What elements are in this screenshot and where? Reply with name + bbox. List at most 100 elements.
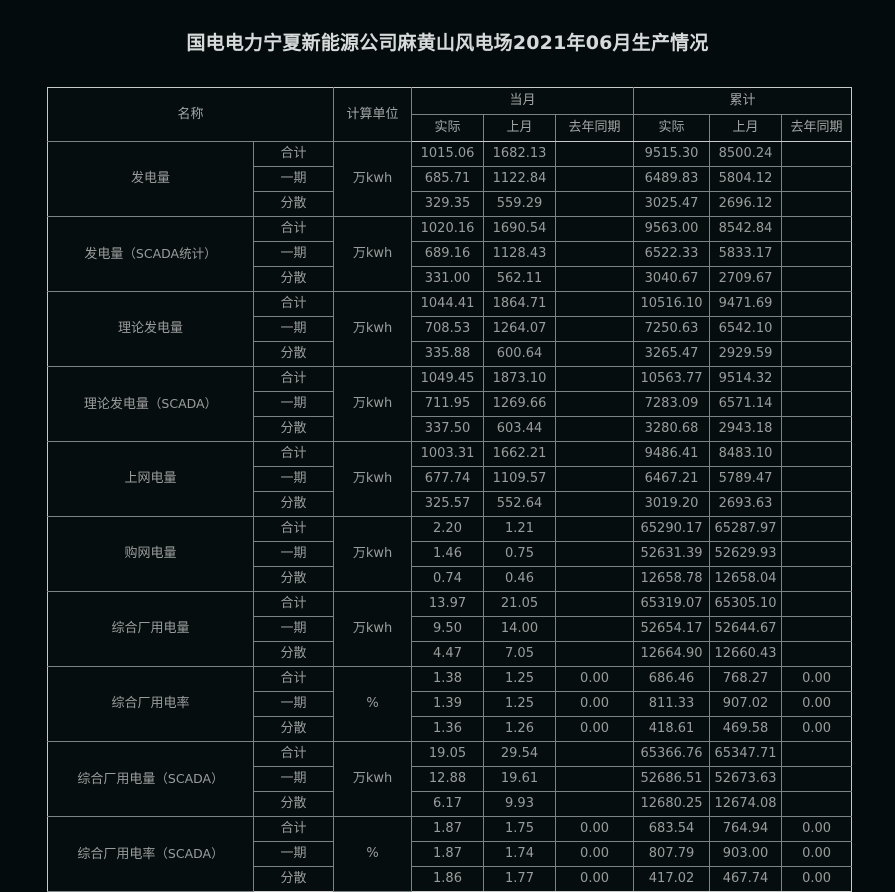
cell-month-lastyear bbox=[555, 466, 635, 492]
cell-cum-actual: 65290.17 bbox=[633, 516, 711, 542]
header-month-lastyear: 去年同期 bbox=[555, 114, 635, 142]
cell-month-actual: 1.87 bbox=[411, 841, 485, 867]
cell-cum-actual: 3040.67 bbox=[633, 266, 711, 292]
table-header: 名称 计算单位 当月 累计 实际 上月 去年同期 实际 上月 去年同期 bbox=[46, 87, 853, 142]
cell-month-lastyear bbox=[555, 166, 635, 192]
cell-cum-lastyear bbox=[781, 491, 853, 517]
cell-cum-lastyear bbox=[781, 166, 853, 192]
cell-month-prev: 1.77 bbox=[483, 866, 557, 892]
table-row: 理论发电量（SCADA） 合计 万kwh 1049.45 1873.10 10563.77… bbox=[47, 366, 853, 442]
cell-month-prev: 559.29 bbox=[483, 191, 557, 217]
row-group-unit: % bbox=[333, 666, 413, 742]
cell-cum-lastyear: 0.00 bbox=[781, 816, 853, 842]
cell-month-lastyear bbox=[555, 591, 635, 617]
row-sub-label: 一期 bbox=[252, 841, 335, 867]
cell-month-actual: 1044.41 bbox=[411, 291, 485, 317]
row-sub-label: 合计 bbox=[252, 591, 335, 617]
table-row: 一期 1.39 1.25 0.00 811.33 907.02 0.00 bbox=[48, 691, 853, 717]
cell-cum-lastyear bbox=[781, 141, 853, 167]
cell-month-prev: 552.64 bbox=[483, 491, 557, 517]
cell-cum-actual: 9563.00 bbox=[633, 216, 711, 242]
row-group-name: 综合厂用电率 bbox=[47, 666, 254, 742]
cell-cum-prev: 469.58 bbox=[709, 716, 783, 742]
cell-cum-prev: 5789.47 bbox=[709, 466, 783, 492]
row-group-name: 理论发电量（SCADA） bbox=[47, 366, 254, 442]
row-group-unit: 万kwh bbox=[333, 216, 413, 292]
cell-month-lastyear bbox=[555, 341, 635, 367]
cell-cum-actual: 6522.33 bbox=[633, 241, 711, 267]
table-row: 分散 337.50 603.44 3280.68 2943.18 bbox=[48, 416, 853, 442]
table-row: 综合厂用电量（SCADA） 合计 万kwh 19.05 29.54 65366.76 653… bbox=[47, 741, 853, 817]
header-group-cumulative: 累计 bbox=[633, 87, 853, 115]
cell-cum-actual: 6467.21 bbox=[633, 466, 711, 492]
cell-month-actual: 1003.31 bbox=[411, 441, 485, 467]
cell-month-actual: 1015.06 bbox=[411, 141, 485, 167]
table-row: 上网电量 合计 万kwh 1003.31 1662.21 9486.41 8483.10 bbox=[47, 441, 853, 517]
row-sub-label: 合计 bbox=[252, 441, 335, 467]
cell-cum-prev: 2693.63 bbox=[709, 491, 783, 517]
cell-cum-actual: 9486.41 bbox=[633, 441, 711, 467]
row-sub-label: 一期 bbox=[252, 166, 335, 192]
row-sub-label: 分散 bbox=[252, 641, 335, 667]
cell-month-lastyear bbox=[555, 516, 635, 542]
cell-month-lastyear bbox=[555, 241, 635, 267]
cell-month-actual: 1.46 bbox=[411, 541, 485, 567]
cell-cum-prev: 8483.10 bbox=[709, 441, 783, 467]
table-row: 一期 708.53 1264.07 7250.63 6542.10 bbox=[48, 316, 853, 342]
cell-month-prev: 1122.84 bbox=[483, 166, 557, 192]
cell-month-prev: 1269.66 bbox=[483, 391, 557, 417]
cell-month-prev: 600.64 bbox=[483, 341, 557, 367]
cell-cum-prev: 52673.63 bbox=[709, 766, 783, 792]
cell-month-actual: 1.36 bbox=[411, 716, 485, 742]
cell-month-actual: 12.88 bbox=[411, 766, 485, 792]
cell-month-lastyear bbox=[555, 491, 635, 517]
cell-month-prev: 562.11 bbox=[483, 266, 557, 292]
cell-cum-prev: 467.74 bbox=[709, 866, 783, 892]
header-cum-lastyear: 去年同期 bbox=[781, 114, 853, 142]
cell-cum-actual: 3019.20 bbox=[633, 491, 711, 517]
table-row: 分散 0.74 0.46 12658.78 12658.04 bbox=[48, 566, 853, 592]
cell-cum-lastyear bbox=[781, 591, 853, 617]
cell-month-actual: 0.74 bbox=[411, 566, 485, 592]
cell-month-lastyear bbox=[555, 641, 635, 667]
table-row: 综合厂用电率 合计% 1.38 1.25 0.00 686.46 768.27 0.00 bbox=[47, 666, 853, 742]
cell-month-lastyear: 0.00 bbox=[555, 841, 635, 867]
row-group-unit: 万kwh bbox=[333, 516, 413, 592]
cell-month-actual: 329.35 bbox=[411, 191, 485, 217]
cell-month-lastyear bbox=[555, 316, 635, 342]
cell-cum-prev: 764.94 bbox=[709, 816, 783, 842]
cell-cum-actual: 418.61 bbox=[633, 716, 711, 742]
cell-month-prev: 1.26 bbox=[483, 716, 557, 742]
table-row: 分散 4.47 7.05 12664.90 12660.43 bbox=[48, 641, 853, 667]
cell-cum-prev: 12674.08 bbox=[709, 791, 783, 817]
cell-cum-actual: 10516.10 bbox=[633, 291, 711, 317]
cell-cum-prev: 2929.59 bbox=[709, 341, 783, 367]
cell-cum-lastyear bbox=[781, 641, 853, 667]
cell-cum-actual: 7283.09 bbox=[633, 391, 711, 417]
cell-cum-lastyear: 0.00 bbox=[781, 841, 853, 867]
cell-month-prev: 21.05 bbox=[483, 591, 557, 617]
table-row: 一期 685.71 1122.84 6489.83 5804.12 bbox=[48, 166, 853, 192]
cell-cum-actual: 10563.77 bbox=[633, 366, 711, 392]
cell-cum-actual: 3265.47 bbox=[633, 341, 711, 367]
cell-cum-prev: 768.27 bbox=[709, 666, 783, 692]
row-sub-label: 分散 bbox=[252, 191, 335, 217]
cell-cum-prev: 52644.67 bbox=[709, 616, 783, 642]
table-row: 购网电量 合计 万kwh 2.20 1.21 65290.17 65287.97 bbox=[47, 516, 853, 592]
cell-cum-actual: 12664.90 bbox=[633, 641, 711, 667]
cell-month-prev: 1.74 bbox=[483, 841, 557, 867]
cell-month-lastyear bbox=[555, 391, 635, 417]
cell-cum-lastyear bbox=[781, 466, 853, 492]
row-sub-label: 合计 bbox=[252, 816, 335, 842]
cell-month-prev: 603.44 bbox=[483, 416, 557, 442]
cell-month-lastyear bbox=[555, 791, 635, 817]
cell-cum-lastyear bbox=[781, 566, 853, 592]
cell-cum-lastyear: 0.00 bbox=[781, 866, 853, 892]
cell-cum-actual: 52686.51 bbox=[633, 766, 711, 792]
table-row: 一期 711.95 1269.66 7283.09 6571.14 bbox=[48, 391, 853, 417]
row-sub-label: 分散 bbox=[252, 716, 335, 742]
cell-month-lastyear bbox=[555, 441, 635, 467]
cell-month-lastyear: 0.00 bbox=[555, 666, 635, 692]
cell-month-lastyear bbox=[555, 416, 635, 442]
row-sub-label: 合计 bbox=[252, 141, 335, 167]
